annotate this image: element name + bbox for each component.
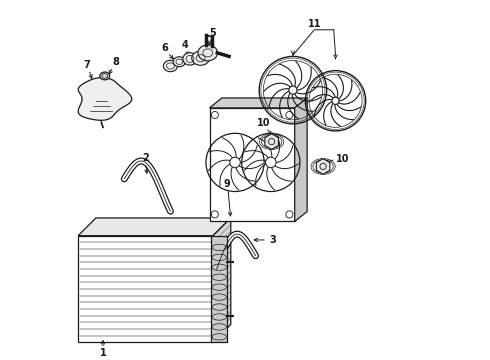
Polygon shape bbox=[78, 218, 231, 236]
Polygon shape bbox=[294, 98, 307, 221]
Text: 9: 9 bbox=[224, 179, 231, 189]
Polygon shape bbox=[78, 78, 132, 120]
Ellipse shape bbox=[183, 53, 197, 65]
Text: 10: 10 bbox=[257, 118, 270, 128]
Ellipse shape bbox=[192, 51, 210, 65]
Polygon shape bbox=[213, 218, 231, 342]
Polygon shape bbox=[211, 236, 227, 342]
Text: 4: 4 bbox=[181, 40, 188, 50]
Text: 7: 7 bbox=[84, 60, 90, 70]
Polygon shape bbox=[210, 98, 307, 108]
Ellipse shape bbox=[173, 57, 186, 67]
Polygon shape bbox=[78, 236, 213, 342]
Text: 6: 6 bbox=[162, 43, 169, 53]
Text: 5: 5 bbox=[210, 28, 217, 38]
Polygon shape bbox=[210, 108, 294, 221]
Text: 3: 3 bbox=[270, 235, 276, 245]
Ellipse shape bbox=[163, 60, 177, 72]
Ellipse shape bbox=[100, 72, 110, 80]
Text: 8: 8 bbox=[112, 58, 119, 67]
Text: 1: 1 bbox=[99, 348, 106, 358]
Polygon shape bbox=[317, 159, 330, 174]
Text: 10: 10 bbox=[336, 154, 349, 164]
Text: 2: 2 bbox=[142, 153, 149, 163]
Polygon shape bbox=[265, 134, 278, 149]
Text: 11: 11 bbox=[307, 19, 321, 30]
Ellipse shape bbox=[198, 45, 218, 61]
